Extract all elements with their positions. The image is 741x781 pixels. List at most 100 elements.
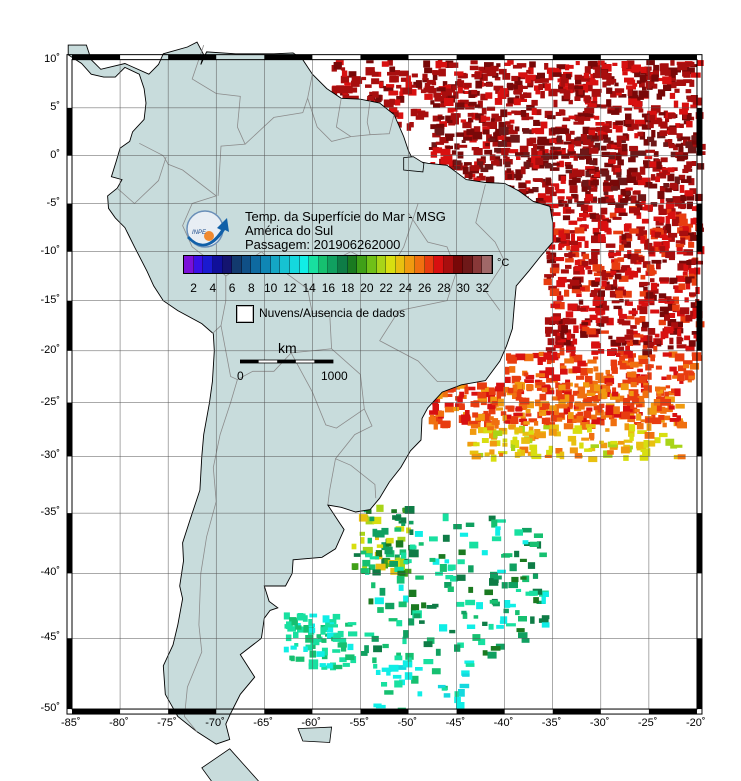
sst-pixel	[540, 78, 549, 83]
sst-pixel	[394, 566, 404, 573]
sst-pixel	[533, 143, 538, 150]
sst-pixel	[564, 203, 569, 211]
sst-pixel	[676, 344, 687, 349]
sst-pixel	[383, 99, 394, 108]
sst-pixel	[564, 358, 574, 364]
sst-pixel	[396, 665, 407, 670]
colorbar-tick-label: 32	[475, 281, 490, 295]
sst-pixel	[625, 113, 632, 120]
sst-pixel	[454, 696, 461, 704]
sst-pixel	[601, 64, 612, 72]
sst-pixel	[555, 89, 561, 93]
sst-pixel	[580, 134, 587, 142]
sst-pixel	[597, 234, 606, 242]
sst-pixel	[601, 151, 611, 157]
sst-pixel	[439, 103, 446, 108]
sst-pixel	[549, 267, 560, 274]
sst-pixel	[611, 78, 617, 83]
sst-pixel	[648, 183, 658, 189]
sst-pixel	[579, 287, 585, 291]
sst-pixel	[624, 334, 634, 340]
sst-pixel	[634, 409, 640, 413]
sst-pixel	[659, 311, 665, 318]
sst-pixel	[458, 549, 466, 556]
sst-pixel	[623, 455, 629, 461]
sst-pixel	[531, 128, 539, 134]
sst-pixel	[371, 71, 379, 77]
sst-pixel	[529, 541, 539, 547]
sst-pixel	[377, 607, 384, 613]
colorbar-segment	[395, 256, 406, 273]
sst-pixel	[473, 615, 479, 619]
sst-pixel	[458, 689, 465, 697]
sst-pixel	[554, 151, 562, 155]
sst-pixel	[489, 578, 499, 586]
sst-pixel	[374, 597, 384, 605]
sst-pixel	[526, 69, 531, 74]
sst-pixel	[541, 417, 551, 424]
sst-pixel	[587, 427, 592, 433]
sst-pixel	[499, 620, 506, 624]
sst-pixel	[387, 60, 393, 66]
sst-pixel	[629, 145, 638, 152]
sst-pixel	[340, 647, 347, 652]
sst-pixel	[650, 309, 660, 314]
sst-pixel	[424, 67, 433, 74]
sst-pixel	[528, 418, 538, 423]
sst-pixel	[515, 407, 523, 412]
sst-pixel	[473, 442, 480, 447]
sst-pixel	[620, 189, 631, 197]
sst-pixel	[605, 284, 614, 291]
sst-pixel	[496, 624, 504, 629]
sst-pixel	[600, 415, 606, 420]
sst-pixel	[295, 625, 302, 630]
sst-pixel	[623, 351, 633, 358]
sst-pixel	[575, 140, 582, 147]
sst-pixel	[514, 110, 523, 116]
sst-pixel	[687, 146, 697, 154]
sst-pixel	[459, 683, 470, 689]
sst-pixel	[493, 575, 502, 580]
sst-pixel	[562, 215, 571, 221]
sst-pixel	[557, 404, 568, 409]
sst-pixel	[350, 80, 360, 87]
sst-pixel	[437, 116, 445, 120]
sst-pixel	[410, 108, 418, 117]
sst-pixel	[683, 249, 694, 256]
sst-pixel	[524, 190, 529, 194]
lat-label: -25˚	[40, 395, 60, 408]
sst-pixel	[692, 140, 699, 145]
sst-pixel	[529, 129, 534, 135]
sst-pixel	[500, 411, 507, 416]
sst-pixel	[554, 237, 563, 243]
sst-pixel	[474, 71, 481, 79]
sst-pixel	[418, 542, 424, 546]
sst-pixel	[686, 121, 693, 128]
sst-pixel	[409, 122, 414, 128]
sst-pixel	[539, 393, 547, 401]
sst-pixel	[513, 412, 523, 417]
sst-pixel	[403, 595, 409, 603]
sst-pixel	[680, 235, 690, 240]
sst-pixel	[413, 81, 419, 85]
sst-pixel	[650, 174, 656, 181]
sst-pixel	[518, 182, 527, 189]
sst-pixel	[677, 454, 686, 460]
sst-pixel	[536, 387, 546, 391]
sst-pixel	[546, 67, 556, 74]
sst-pixel	[529, 444, 538, 450]
sst-pixel	[525, 116, 534, 120]
sst-pixel	[432, 147, 443, 154]
sst-pixel	[605, 243, 616, 248]
sst-pixel	[580, 205, 588, 211]
sst-pixel	[618, 137, 626, 143]
sst-pixel	[621, 61, 628, 69]
sst-pixel	[519, 94, 525, 100]
sst-pixel	[392, 674, 402, 679]
sst-pixel	[449, 629, 456, 634]
sst-pixel	[496, 382, 505, 389]
sst-pixel	[638, 108, 644, 113]
sst-pixel	[640, 335, 649, 342]
sst-pixel	[679, 278, 687, 282]
sst-pixel	[639, 74, 648, 83]
